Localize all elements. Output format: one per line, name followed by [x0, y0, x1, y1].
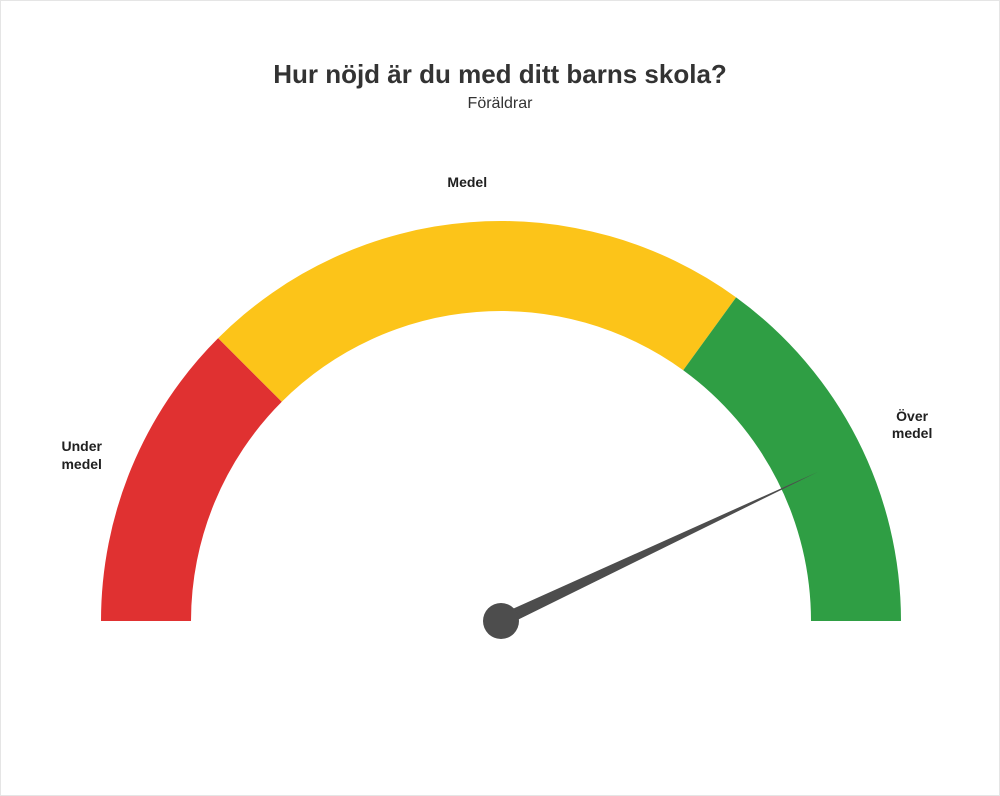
gauge-segment [101, 338, 282, 621]
gauge-segment [218, 221, 736, 402]
gauge-segment-label: Medel [427, 174, 507, 192]
gauge-segment-label: Över medel [872, 408, 952, 443]
chart-subtitle: Föräldrar [1, 95, 999, 113]
gauge-needle [498, 472, 817, 627]
gauge-segment-label: Under medel [42, 438, 122, 473]
gauge-chart [51, 161, 951, 721]
gauge-hub [483, 603, 519, 639]
gauge-card: Hur nöjd är du med ditt barns skola? För… [0, 0, 1000, 796]
chart-title: Hur nöjd är du med ditt barns skola? [1, 59, 999, 90]
gauge-segment [683, 297, 901, 621]
